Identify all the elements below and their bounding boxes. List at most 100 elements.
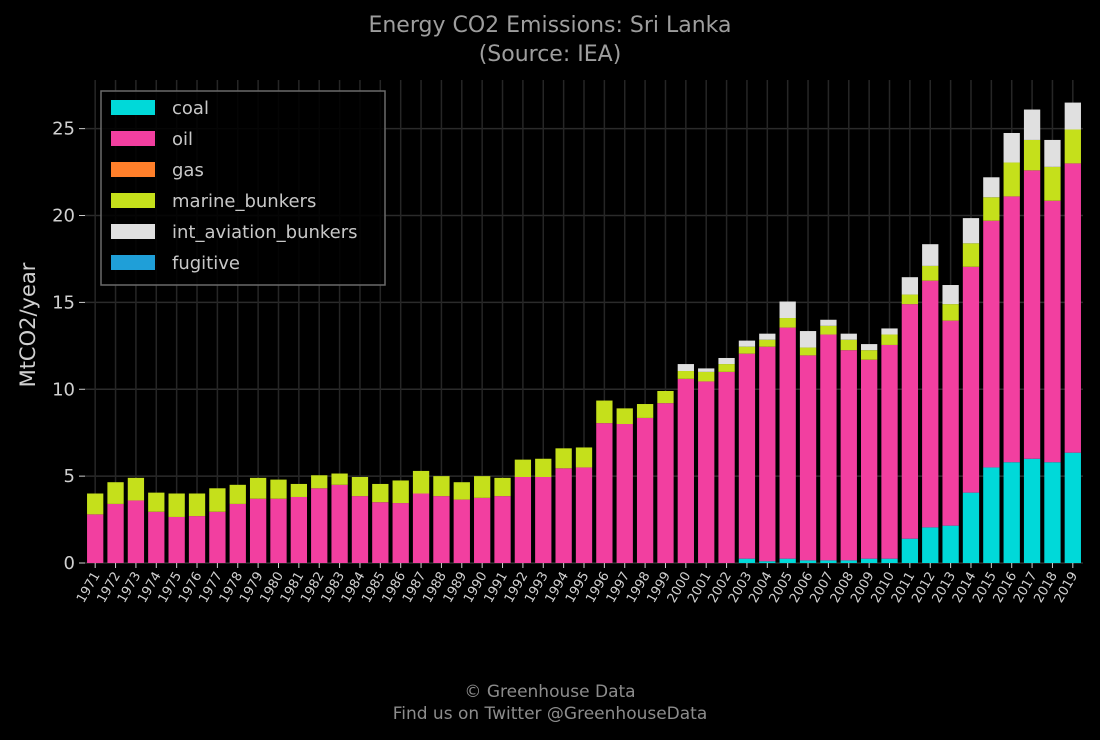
bar-marine_bunkers [270, 479, 287, 499]
legend-swatch-gas [111, 162, 155, 177]
bar-marine_bunkers [290, 483, 308, 497]
bar-marine_bunkers [881, 334, 898, 345]
legend-swatch-int_aviation_bunkers [111, 224, 155, 239]
legend: coal oil gas marine_bunkers int_aviation_bun… [100, 90, 386, 286]
bar-marine_bunkers [249, 477, 267, 499]
bar-marine_bunkers [698, 371, 715, 382]
bar-marine_bunkers [474, 476, 491, 498]
bar-marine_bunkers [759, 339, 776, 347]
bar-marine_bunkers [718, 364, 735, 372]
bar-marine_bunkers [820, 325, 837, 335]
bar-oil [148, 511, 165, 563]
bar-oil [840, 350, 857, 561]
bar-marine_bunkers [942, 304, 959, 321]
bar-coal [820, 560, 837, 563]
legend-box [100, 90, 386, 286]
bar-coal [779, 558, 796, 563]
chart-title: Energy CO2 Emissions: Sri Lanka [368, 13, 732, 38]
bar-marine_bunkers [412, 470, 430, 494]
bar-int_aviation_bunkers [983, 177, 1000, 198]
bar-int_aviation_bunkers [799, 331, 817, 348]
bar-coal [1003, 462, 1020, 563]
bar-marine_bunkers [311, 475, 328, 489]
bar-coal [759, 561, 776, 563]
bar-marine_bunkers [372, 483, 389, 503]
bar-marine_bunkers [331, 473, 348, 485]
bar-int_aviation_bunkers [738, 340, 756, 347]
bar-marine_bunkers [494, 477, 511, 497]
bar-oil [270, 498, 287, 563]
bar-int_aviation_bunkers [942, 285, 959, 305]
bar-marine_bunkers [657, 390, 674, 404]
bar-oil [1003, 196, 1020, 463]
bar-oil [209, 511, 226, 563]
bar-oil [799, 355, 817, 561]
bar-int_aviation_bunkers [718, 357, 735, 365]
bar-marine_bunkers [779, 318, 796, 328]
bar-oil [311, 488, 328, 563]
legend-label-fugitive: fugitive [172, 253, 240, 274]
bar-oil [372, 502, 389, 563]
bar-int_aviation_bunkers [901, 277, 919, 295]
bar-oil [575, 467, 593, 563]
bar-coal [962, 492, 980, 563]
bar-oil [453, 499, 470, 563]
bar-marine_bunkers [514, 459, 532, 477]
bar-int_aviation_bunkers [860, 344, 878, 351]
bar-int_aviation_bunkers [881, 328, 898, 335]
bar-oil [433, 496, 450, 563]
x-axis-ticks: 1971197219731974197519761977197819791980… [74, 563, 1081, 606]
y-tick-label: 25 [52, 119, 75, 140]
bar-marine_bunkers [677, 371, 694, 379]
legend-swatch-marine_bunkers [111, 193, 155, 208]
bar-int_aviation_bunkers [1044, 139, 1061, 167]
bar-coal [860, 558, 878, 563]
bar-int_aviation_bunkers [962, 218, 980, 244]
bar-marine_bunkers [535, 458, 552, 477]
bar-coal [1064, 452, 1081, 563]
legend-label-int_aviation_bunkers: int_aviation_bunkers [172, 222, 358, 243]
bar-coal [881, 558, 898, 563]
bar-oil [331, 484, 348, 563]
bar-marine_bunkers [596, 400, 613, 424]
bar-oil [901, 304, 919, 539]
bar-marine_bunkers [229, 484, 246, 504]
bar-oil [412, 493, 430, 563]
bar-marine_bunkers [453, 482, 470, 500]
bar-marine_bunkers [127, 477, 145, 501]
legend-label-oil: oil [172, 129, 193, 150]
bar-int_aviation_bunkers [677, 364, 694, 372]
bar-oil [820, 334, 837, 561]
bar-oil [779, 327, 796, 559]
chart-subtitle: (Source: IEA) [478, 42, 622, 67]
bar-marine_bunkers [188, 493, 206, 517]
bar-oil [1023, 170, 1041, 459]
bar-oil [494, 496, 511, 563]
bar-marine_bunkers [1064, 129, 1081, 164]
bar-marine_bunkers [901, 294, 919, 305]
bar-marine_bunkers [392, 480, 409, 504]
bar-int_aviation_bunkers [779, 301, 796, 319]
bar-oil [636, 417, 654, 563]
bar-oil [1064, 163, 1081, 453]
bar-marine_bunkers [962, 243, 980, 267]
bar-coal [901, 538, 919, 563]
bar-coal [738, 558, 756, 563]
y-tick-label: 0 [64, 553, 75, 574]
bar-oil [87, 514, 104, 563]
footer-copyright: © Greenhouse Data [464, 682, 636, 702]
bar-oil [351, 496, 369, 563]
bar-oil [188, 516, 206, 563]
bar-coal [840, 560, 857, 563]
bar-oil [392, 503, 409, 563]
bar-oil [249, 498, 267, 563]
bar-coal [1044, 462, 1061, 563]
bar-stack-area [87, 102, 1081, 563]
bar-marine_bunkers [351, 476, 369, 497]
bar-oil [962, 266, 980, 493]
footer-twitter: Find us on Twitter @GreenhouseData [392, 704, 708, 724]
legend-swatch-fugitive [111, 255, 155, 270]
bar-coal [1023, 458, 1041, 563]
bar-marine_bunkers [860, 350, 878, 360]
